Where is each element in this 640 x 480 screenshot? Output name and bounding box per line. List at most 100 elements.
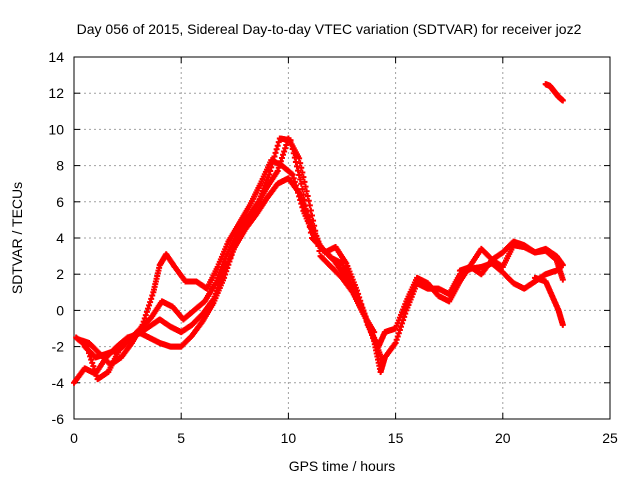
data-point: [227, 255, 234, 262]
data-point: [354, 287, 361, 294]
x-tick-label: 15: [388, 430, 404, 446]
data-point: [395, 330, 402, 337]
data-point: [559, 321, 566, 328]
data-point: [308, 212, 315, 219]
data-point: [141, 315, 148, 322]
data-point: [225, 261, 232, 268]
data-point: [146, 302, 153, 309]
data-point: [307, 229, 314, 236]
data-point: [298, 180, 305, 187]
data-point: [276, 161, 283, 168]
data-point: [296, 193, 303, 200]
data-point: [313, 232, 320, 239]
grid-lines: [74, 57, 610, 419]
x-tick-label: 10: [281, 430, 297, 446]
data-point: [143, 308, 150, 315]
y-tick-label: -6: [52, 411, 65, 427]
data-point: [148, 295, 155, 302]
data-point: [315, 242, 322, 249]
data-point: [292, 158, 299, 165]
data-point: [304, 193, 311, 200]
data-point: [89, 359, 96, 366]
data-point: [559, 97, 566, 104]
data-point: [316, 248, 323, 255]
data-point: [393, 336, 400, 343]
data-point: [292, 182, 299, 189]
data-point: [402, 310, 409, 317]
x-tick-label: 20: [495, 430, 511, 446]
y-tick-label: 4: [56, 230, 64, 246]
data-point: [305, 197, 312, 204]
data-point: [301, 178, 308, 185]
data-point: [293, 186, 300, 193]
series-track-7: [542, 81, 566, 104]
series-track-4: [81, 135, 378, 361]
data-point: [299, 169, 306, 176]
data-point: [559, 276, 566, 283]
data-point: [303, 188, 310, 195]
data-point: [230, 245, 237, 252]
y-tick-label: -4: [52, 375, 65, 391]
data-point: [144, 305, 151, 312]
data-point: [280, 151, 287, 158]
y-tick-label: 14: [48, 49, 64, 65]
y-tick-label: 12: [48, 85, 64, 101]
data-point: [147, 299, 154, 306]
data-point: [275, 164, 282, 171]
data-point: [298, 164, 305, 171]
data-point: [306, 202, 313, 209]
data-point: [295, 167, 302, 174]
data-point: [267, 168, 274, 175]
data-point: [299, 186, 306, 193]
data-point: [296, 155, 303, 162]
data-point: [274, 168, 281, 175]
x-axis-label: GPS time / hours: [289, 458, 396, 474]
data-point: [298, 200, 305, 207]
data-point: [314, 237, 321, 244]
data-point: [299, 204, 306, 211]
y-tick-label: 10: [48, 121, 64, 137]
data-point: [222, 271, 229, 278]
data-point: [312, 227, 319, 234]
data-point: [278, 154, 285, 161]
data-point: [394, 333, 401, 340]
data-point: [392, 339, 399, 346]
axis-ticks: 0 5 10 15 20 25 -6 -4 -2 0 2 4 6 8 10 12 14: [48, 49, 618, 446]
data-point: [142, 312, 149, 319]
data-point: [305, 218, 312, 225]
series-track-5: [456, 238, 566, 278]
data-point: [224, 265, 231, 272]
data-point: [90, 363, 97, 370]
data-point: [282, 145, 289, 152]
y-tick-label: 0: [56, 302, 64, 318]
data-point: [295, 189, 302, 196]
data-point: [88, 356, 95, 363]
series-track-6: [531, 274, 566, 328]
data-point: [272, 149, 279, 156]
data-point: [379, 358, 386, 365]
data-point: [275, 139, 282, 146]
data-point: [559, 262, 566, 269]
data-point: [228, 252, 235, 259]
data-point: [281, 148, 288, 155]
y-tick-label: 2: [56, 266, 64, 282]
data-point: [149, 292, 156, 299]
x-tick-label: 25: [602, 430, 618, 446]
data-point: [290, 175, 297, 182]
data-point: [226, 258, 233, 265]
data-point: [277, 158, 284, 165]
data-point: [92, 369, 99, 376]
data-point: [266, 171, 273, 178]
data-point: [307, 207, 314, 214]
data-point: [289, 171, 296, 178]
x-tick-label: 5: [177, 430, 185, 446]
data-point: [223, 268, 230, 275]
data-point: [371, 329, 378, 336]
series-track-1: [71, 175, 564, 386]
data-point: [293, 163, 300, 170]
y-tick-label: 6: [56, 194, 64, 210]
data-point: [271, 153, 278, 160]
data-point: [283, 141, 290, 148]
data-point: [291, 178, 298, 185]
